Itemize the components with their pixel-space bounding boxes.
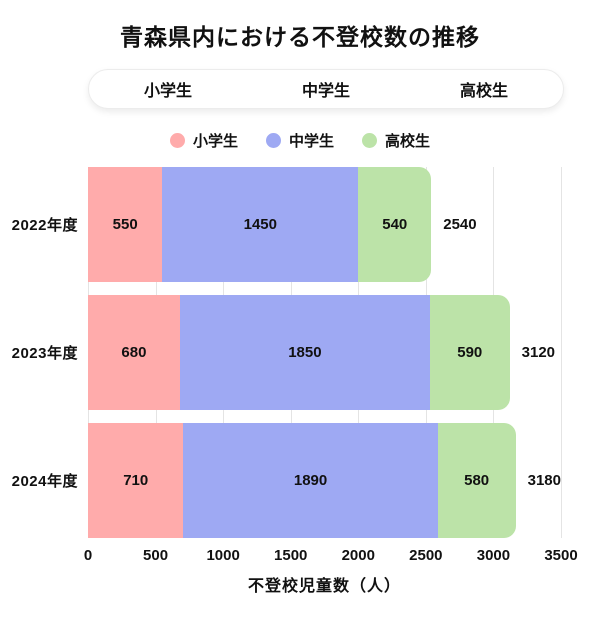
bar-segment-elementary: 680 xyxy=(88,295,180,410)
bar-segment-elementary: 550 xyxy=(88,167,163,282)
bar-total-label: 3120 xyxy=(521,344,556,361)
legend-swatch-high-school xyxy=(362,132,377,148)
bar-rows: 550 1450 540 2540 680 1850 590 3120 710 1890 580 31… xyxy=(88,167,561,538)
category-label: 2023年度 xyxy=(11,345,78,362)
chart-legend: 小学生 中学生 高校生 xyxy=(0,126,600,154)
bar-row: 680 1850 590 3120 xyxy=(88,295,561,410)
category-axis: 2022年度 2023年度 2024年度 xyxy=(10,167,78,596)
bar-row: 550 1450 540 2540 xyxy=(88,167,561,282)
x-tick-label: 3000 xyxy=(476,547,511,564)
segment-value-label: 680 xyxy=(121,344,147,361)
bar-row: 710 1890 580 3180 xyxy=(88,423,561,538)
category-label: 2022年度 xyxy=(11,217,78,234)
stacked-bar: 550 1450 540 xyxy=(88,167,432,282)
legend-label: 中学生 xyxy=(288,132,334,150)
bar-segment-junior-high: 1450 xyxy=(162,167,359,282)
plot-area: 550 1450 540 2540 680 1850 590 3120 710 1890 580 31… xyxy=(88,167,562,538)
bar-total-label: 3180 xyxy=(527,472,561,489)
segment-value-label: 1450 xyxy=(243,216,277,233)
bar-total-label: 2540 xyxy=(443,216,477,233)
x-tick-label: 500 xyxy=(143,547,169,564)
segment-value-label: 1850 xyxy=(288,344,322,361)
x-tick-label: 1000 xyxy=(206,547,240,564)
stacked-bar: 710 1890 580 xyxy=(88,423,516,538)
segment-value-label: 710 xyxy=(123,472,149,489)
segment-value-label: 540 xyxy=(382,216,408,233)
bar-segment-high-school: 590 xyxy=(429,295,510,410)
bar-segment-elementary: 710 xyxy=(88,423,184,538)
category-label: 2024年度 xyxy=(11,473,78,490)
legend-item-high-school[interactable]: 高校生 xyxy=(362,130,430,151)
x-tick-label: 0 xyxy=(83,547,93,564)
segment-value-label: 550 xyxy=(112,216,138,233)
x-tick-label: 1500 xyxy=(274,547,308,564)
tab-high-school[interactable]: 高校生 xyxy=(459,83,508,100)
gridline xyxy=(561,167,562,538)
segment-value-label: 1890 xyxy=(293,472,328,489)
bar-segment-junior-high: 1850 xyxy=(179,295,430,410)
plot-column: 550 1450 540 2540 680 1850 590 3120 710 1890 580 31… xyxy=(84,167,578,596)
x-tick-label: 3500 xyxy=(544,547,578,564)
x-tick-label: 2000 xyxy=(341,547,375,564)
bar-segment-high-school: 580 xyxy=(437,423,516,538)
legend-label: 高校生 xyxy=(385,132,431,150)
x-axis: 0 500 1000 1500 2000 2500 3000 3500 xyxy=(84,547,578,567)
bar-segment-junior-high: 1890 xyxy=(183,423,438,538)
segment-value-label: 590 xyxy=(457,344,483,361)
x-axis-title: 不登校児童数（人） xyxy=(247,578,401,595)
legend-swatch-junior-high xyxy=(265,132,281,148)
x-tick-label: 2500 xyxy=(409,547,443,564)
bar-segment-high-school: 540 xyxy=(358,167,432,282)
stacked-bar-chart: 2022年度 2023年度 2024年度 550 1450 540 2540 680 1850… xyxy=(0,167,600,596)
tab-junior-high[interactable]: 中学生 xyxy=(301,83,350,100)
stacked-bar: 680 1850 590 xyxy=(88,295,510,410)
legend-label: 小学生 xyxy=(192,132,238,150)
student-type-tabbar: 小学生 中学生 高校生 xyxy=(88,69,564,109)
segment-value-label: 580 xyxy=(464,472,490,489)
tab-elementary[interactable]: 小学生 xyxy=(143,83,192,100)
legend-item-junior-high[interactable]: 中学生 xyxy=(265,130,334,151)
legend-item-elementary[interactable]: 小学生 xyxy=(169,130,238,151)
legend-swatch-elementary xyxy=(169,132,185,148)
chart-title: 青森県内における不登校数の推移 xyxy=(120,24,480,50)
